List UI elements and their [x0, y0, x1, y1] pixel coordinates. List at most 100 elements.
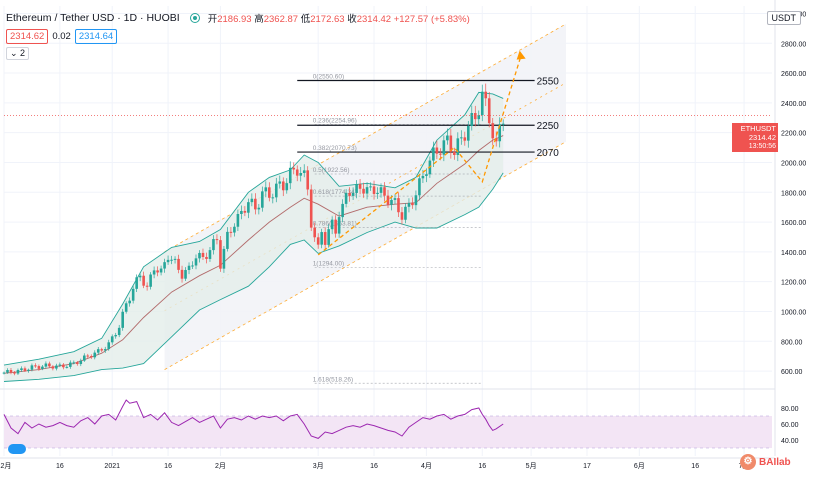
candle-body — [145, 285, 149, 287]
cloud-icon[interactable] — [8, 444, 26, 454]
rsi-axis-label: 40.00 — [781, 438, 799, 445]
candle-body — [177, 258, 180, 270]
ohlc-values: 开2186.93 高2362.87 低2172.63 收2314.42 +127… — [208, 11, 470, 25]
spread-value: 0.02 — [52, 31, 71, 42]
candle-body — [281, 181, 285, 191]
candle-body — [470, 113, 474, 127]
candle-body — [173, 258, 177, 260]
time-axis-label: 2021 — [104, 463, 120, 470]
candle-body — [240, 210, 243, 214]
candle-body — [37, 366, 41, 369]
candle-body — [65, 366, 69, 368]
candle-body — [456, 138, 460, 155]
candle-body — [212, 239, 215, 251]
candle-body — [369, 186, 372, 188]
candle-body — [124, 303, 128, 312]
candle-body — [201, 252, 205, 257]
candle-body — [86, 355, 90, 357]
high-label: 高 — [254, 14, 264, 25]
candle-body — [16, 369, 20, 374]
time-axis-label: 3月 — [313, 462, 324, 470]
indicators-toggle[interactable]: ⌄ 2 — [6, 47, 30, 60]
price-axis-label: 1000.00 — [781, 309, 806, 316]
candle-body — [180, 269, 184, 279]
candle-body — [358, 184, 362, 189]
close-label: 收 — [347, 14, 357, 25]
fib-level-label: 1.618(518.26) — [313, 376, 353, 383]
candle-body — [9, 370, 13, 373]
price-axis-label: 2200.00 — [781, 131, 806, 138]
candle-body — [128, 300, 131, 304]
candle-body — [463, 137, 467, 141]
candle-body — [117, 327, 121, 336]
buy-button[interactable]: 2314.64 — [74, 29, 118, 44]
candle-body — [494, 138, 498, 142]
candle-body — [166, 259, 170, 263]
watermark-text: BAIlab — [759, 456, 791, 468]
price-tag-price: 2314.42 — [748, 133, 776, 142]
candle-body — [121, 311, 124, 328]
candle-body — [480, 91, 484, 116]
time-axis-label: 2月 — [215, 462, 226, 470]
candle-body — [114, 335, 118, 337]
candle-body — [27, 369, 30, 371]
candle-body — [316, 237, 320, 245]
price-axis-label: 800.00 — [781, 339, 803, 346]
candle-body — [477, 115, 481, 120]
chart-header: Ethereum / Tether USD · 1D · HUOBI 开2186… — [6, 11, 470, 25]
candle-body — [48, 363, 51, 367]
candle-body — [418, 178, 421, 196]
price-axis-label: 2800.00 — [781, 41, 806, 48]
low-value: 2172.63 — [310, 14, 345, 25]
candle-body — [257, 207, 261, 210]
candle-body — [372, 186, 376, 194]
rsi-line — [3, 399, 504, 439]
candle-body — [355, 184, 358, 193]
price-axis-label: 2600.00 — [781, 71, 806, 78]
candle-body — [344, 192, 348, 204]
candle-body — [107, 342, 111, 350]
candle-body — [236, 213, 240, 227]
candle-body — [226, 231, 229, 249]
price-axis-label: 2000.00 — [781, 160, 806, 167]
candle-body — [72, 362, 76, 364]
candle-body — [379, 187, 383, 193]
channel-upper-line — [164, 23, 567, 253]
candle-body — [337, 217, 341, 234]
candle-body — [219, 240, 222, 269]
candle-body — [487, 98, 491, 124]
time-axis-label: 17 — [583, 463, 591, 470]
candle-body — [76, 362, 79, 365]
candle-body — [473, 113, 477, 120]
candle-body — [439, 153, 442, 155]
candle-body — [341, 203, 344, 218]
projection-arrow-icon — [516, 50, 526, 60]
candle-body — [442, 140, 446, 155]
candle-body — [6, 370, 9, 373]
time-axis-label: 4月 — [421, 462, 432, 470]
sell-button[interactable]: 2314.62 — [6, 29, 49, 44]
candle-body — [82, 355, 86, 361]
candle-body — [498, 124, 502, 142]
candle-body — [309, 189, 313, 228]
candle-body — [44, 363, 48, 367]
candle-body — [466, 126, 470, 141]
symbol-title[interactable]: Ethereum / Tether USD · 1D · HUOBI — [6, 12, 180, 24]
candle-body — [313, 227, 316, 238]
time-axis-label: 16 — [164, 463, 172, 470]
candle-body — [149, 274, 152, 287]
candle-body — [365, 187, 369, 194]
candle-body — [320, 232, 323, 245]
currency-label[interactable]: USDT — [766, 11, 801, 25]
price-axis-label: 600.00 — [781, 369, 803, 376]
candle-body — [62, 364, 65, 368]
time-axis-label: 16 — [478, 463, 486, 470]
candle-body — [100, 349, 104, 351]
candle-body — [184, 270, 187, 279]
candle-body — [264, 187, 268, 192]
bollinger-middle-line — [3, 135, 504, 374]
candle-body — [362, 188, 365, 194]
price-axis-label: 1400.00 — [781, 250, 806, 257]
